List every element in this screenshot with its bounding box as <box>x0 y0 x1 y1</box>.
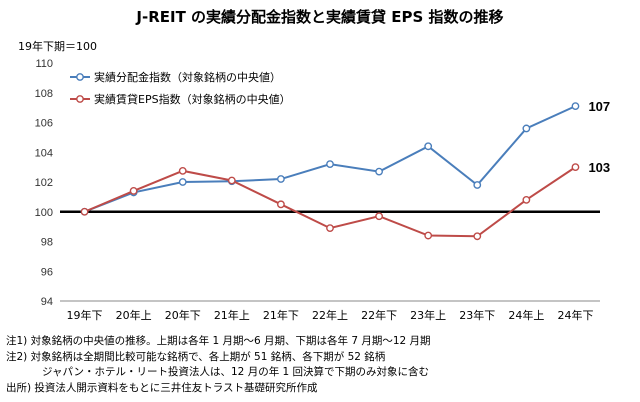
series-1-point <box>571 102 580 111</box>
x-tick-label: 20年上 <box>116 308 152 322</box>
y-tick-label: 104 <box>35 147 53 159</box>
legend-1-label: 実績分配金指数（対象銘柄の中央値） <box>94 70 281 84</box>
series-2-point <box>178 166 187 175</box>
line-chart: 94 96 98 100 102 104 106 108 110 19年下 20年上 20年下 21年上… <box>35 58 611 322</box>
note-2-continued: ジャパン・ホテル・リート投資法人は、12 月の年 1 回決算で下期のみ対象に含む <box>42 366 430 378</box>
series-2-point <box>522 195 531 204</box>
series-1-point <box>326 160 334 169</box>
x-tick-label: 21年下 <box>263 308 299 322</box>
series-2-point <box>473 232 482 241</box>
y-tick-label: 108 <box>35 88 53 100</box>
series-1-line <box>84 105 576 213</box>
series-2-point <box>80 207 89 216</box>
x-tick-label: 22年下 <box>361 308 397 322</box>
chart-title: J-REIT の実績分配金指数と実績賃貸 EPS 指数の推移 <box>136 8 504 26</box>
series-1-point <box>424 142 433 151</box>
series-2-point <box>277 200 285 209</box>
series-1-point <box>277 175 285 183</box>
y-axis-unit-label: 19年下期＝100 <box>18 40 97 53</box>
series-2-point <box>129 187 138 195</box>
series-2-point <box>227 176 236 185</box>
x-tick-label: 22年上 <box>312 308 348 322</box>
legend-2-label: 実績賃貸EPS指数（対象銘柄の中央値） <box>94 92 291 106</box>
series-2-point <box>326 224 334 233</box>
series-2-point <box>424 231 433 240</box>
series-2-end-label: 103 <box>588 160 610 175</box>
x-tick-label: 23年下 <box>459 308 495 322</box>
y-tick-label: 100 <box>35 207 53 219</box>
x-tick-label: 19年下 <box>67 308 103 322</box>
series-1-point <box>178 178 187 186</box>
y-tick-label: 94 <box>41 296 53 308</box>
y-tick-label: 96 <box>41 266 53 278</box>
note-1: 注1) 対象銘柄の中央値の推移。上期は各年 1 月期～6 月期、下期は各年 7 … <box>6 335 431 347</box>
x-tick-label: 21年上 <box>214 308 250 322</box>
legend-2-marker <box>76 95 84 103</box>
series-2-point <box>375 212 383 221</box>
y-tick-label: 110 <box>35 58 53 70</box>
footnotes: 注1) 対象銘柄の中央値の推移。上期は各年 1 月期～6 月期、下期は各年 7 … <box>6 334 431 396</box>
series-1-point <box>473 181 482 189</box>
y-tick-label: 106 <box>35 118 53 130</box>
y-tick-label: 98 <box>41 237 53 249</box>
x-tick-label: 24年上 <box>508 308 544 322</box>
source-note: 出所) 投資法人開示資料をもとに三井住友トラスト基礎研究所作成 <box>6 381 318 394</box>
x-tick-label: 23年上 <box>410 308 446 322</box>
series-1-point <box>375 167 383 176</box>
series-1-end-label: 107 <box>588 99 610 114</box>
note-2: 注2) 対象銘柄は全期間比較可能な銘柄で、各上期が 51 銘柄、各下期が 52 … <box>6 350 386 363</box>
series-2-point <box>571 163 580 172</box>
series-1-point <box>522 124 531 133</box>
legend-1-marker <box>76 73 84 81</box>
y-tick-label: 102 <box>35 177 53 189</box>
x-tick-label: 20年下 <box>165 308 201 322</box>
x-tick-label: 24年下 <box>557 308 593 322</box>
